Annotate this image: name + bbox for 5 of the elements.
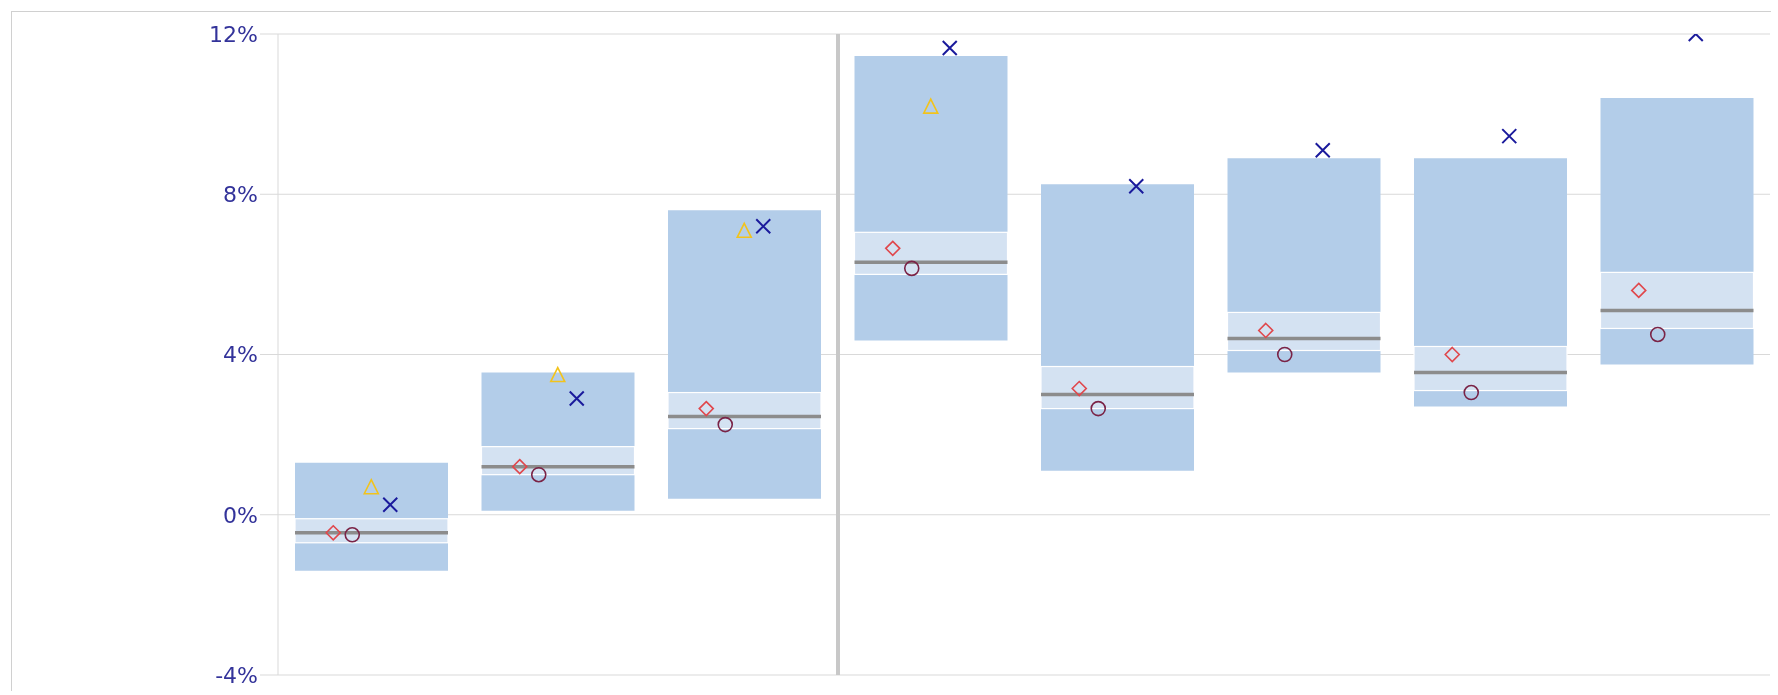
y-tick-label: 8% — [223, 182, 258, 208]
y-tick-label: -4% — [215, 662, 258, 688]
y-tick-label: 0% — [223, 502, 258, 528]
y-tick-label: 12% — [209, 21, 258, 47]
y-tick-label: 4% — [223, 342, 258, 368]
